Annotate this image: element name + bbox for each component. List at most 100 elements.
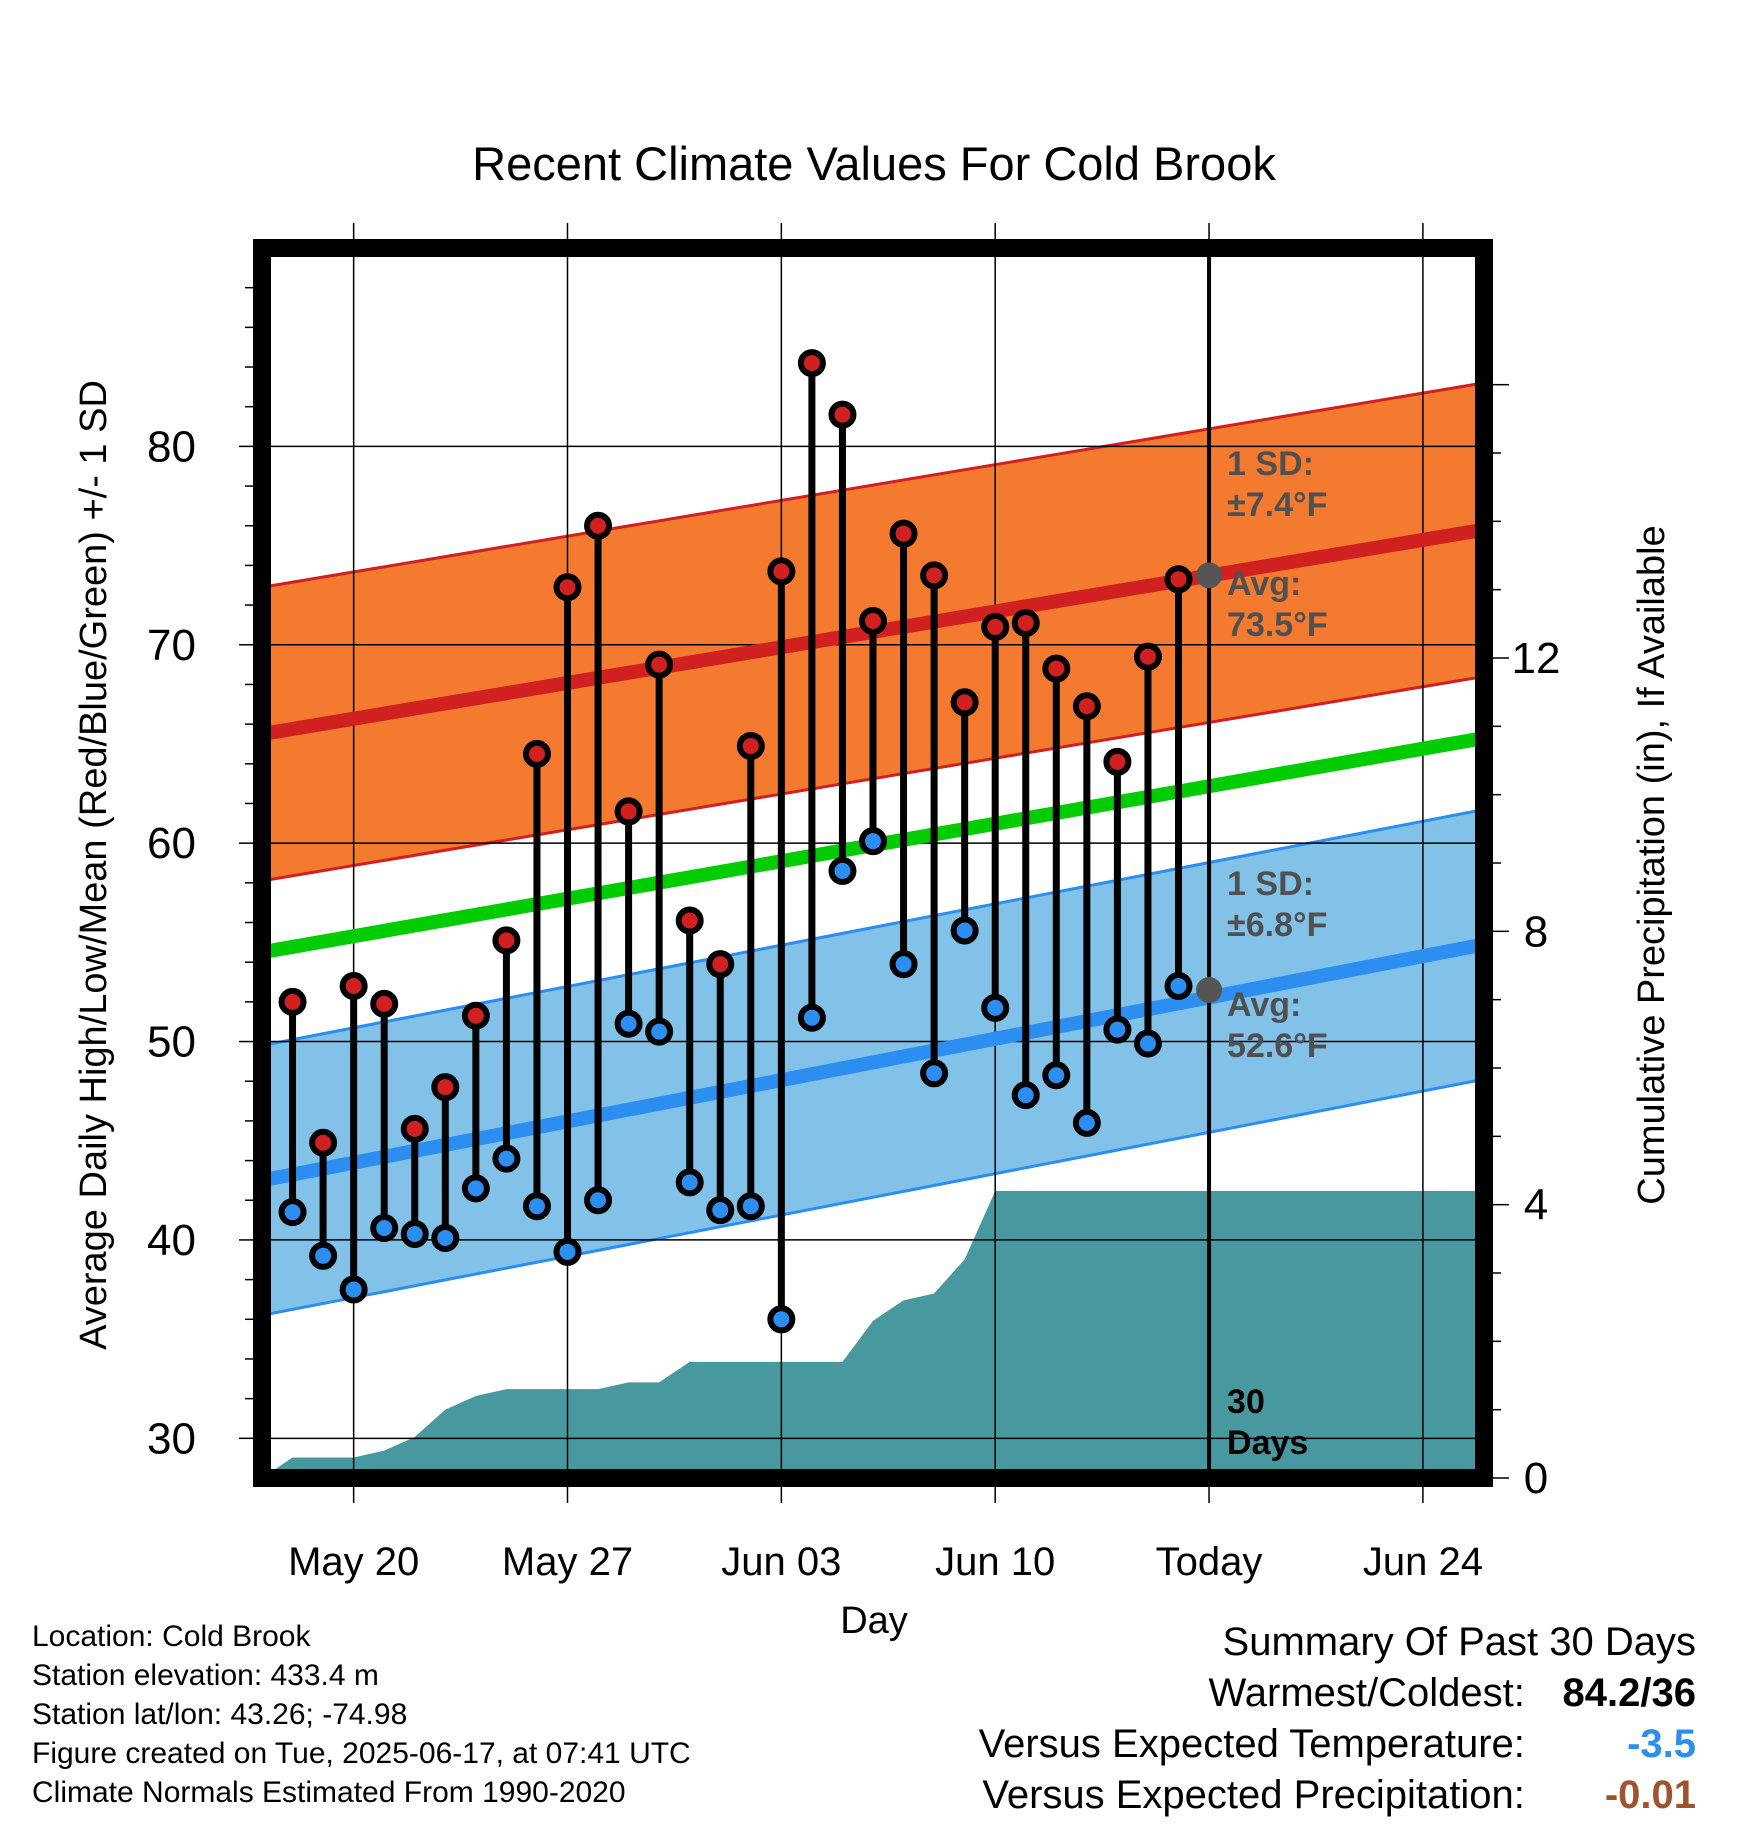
y-tick-label: 60: [147, 819, 196, 868]
normals-text: Climate Normals Estimated From 1990-2020: [32, 1776, 626, 1809]
high-avg-annotation-line1: Avg:: [1227, 565, 1301, 603]
daily-low-point: [614, 1009, 643, 1038]
high-sd-annotation-line1: 1 SD:: [1227, 445, 1314, 483]
x-axis-label: Day: [840, 1600, 908, 1642]
x-tick-label: Jun 10: [935, 1540, 1055, 1584]
elevation-text: Station elevation: 433.4 m: [32, 1659, 379, 1692]
daily-high-point: [278, 987, 307, 1016]
daily-low-point: [309, 1241, 338, 1270]
low-sd-lower-edge: [262, 1077, 1484, 1317]
today-low-avg-marker: [1196, 976, 1223, 1003]
x-tick-label: May 27: [502, 1540, 633, 1584]
daily-low-point: [981, 993, 1010, 1022]
daily-low-point: [370, 1214, 399, 1243]
daily-low-point: [1042, 1061, 1071, 1090]
daily-high-point: [553, 573, 582, 602]
summary-panel: Summary Of Past 30 Days Warmest/Coldest:…: [979, 1617, 1696, 1821]
station-info: Location: Cold Brook Station elevation: …: [32, 1617, 691, 1812]
daily-high-point: [1042, 654, 1071, 683]
daily-high-point: [400, 1114, 429, 1143]
high-sd-annotation-line2: ±7.4°F: [1227, 486, 1327, 524]
daily-high-point: [431, 1073, 460, 1102]
daily-low-point: [584, 1186, 613, 1215]
daily-low-point: [675, 1168, 704, 1197]
daily-high-point: [461, 1001, 490, 1030]
days-annotation-line1: 30: [1227, 1383, 1265, 1421]
low-sd-annotation-line2: ±6.8°F: [1227, 906, 1327, 944]
daily-low-point: [1072, 1108, 1101, 1137]
x-tick-label: Jun 03: [721, 1540, 841, 1584]
daily-high-point: [797, 349, 826, 378]
y-axis-label: Average Daily High/Low/Mean (Red/Blue/Gr…: [73, 380, 115, 1350]
daily-high-point: [614, 797, 643, 826]
daily-low-point: [889, 950, 918, 979]
daily-low-point: [553, 1237, 582, 1266]
daily-high-point: [981, 612, 1010, 641]
warmest-value: 84.2/36: [1562, 1671, 1696, 1715]
daily-high-point: [370, 989, 399, 1018]
x-tick-label: Jun 24: [1363, 1540, 1483, 1584]
y2-tick-label: 4: [1524, 1181, 1548, 1230]
low-avg-annotation-line2: 52.6°F: [1227, 1027, 1328, 1065]
y-tick-label: 40: [147, 1216, 196, 1265]
daily-low-point: [400, 1219, 429, 1248]
daily-high-point: [920, 561, 949, 590]
y2-tick-label: 0: [1524, 1454, 1548, 1503]
summary-precip-row: Versus Expected Precipitation: -0.01: [979, 1770, 1696, 1821]
daily-low-point: [1103, 1015, 1132, 1044]
daily-high-point: [736, 731, 765, 760]
chart-title: Recent Climate Values For Cold Brook: [472, 137, 1276, 190]
high-avg-annotation-line2: 73.5°F: [1227, 606, 1328, 644]
y-tick-label: 80: [147, 422, 196, 471]
location-text: Location: Cold Brook: [32, 1620, 311, 1653]
daily-high-point: [1011, 608, 1040, 637]
daily-high-point: [492, 926, 521, 955]
daily-low-point: [920, 1059, 949, 1088]
daily-high-point: [675, 906, 704, 935]
summary-warmest-row: Warmest/Coldest: 84.2/36: [979, 1668, 1697, 1719]
daily-low-point: [1133, 1029, 1162, 1058]
daily-low-point: [859, 827, 887, 856]
daily-low-point: [736, 1192, 765, 1221]
summary-title: Summary Of Past 30 Days: [1222, 1620, 1696, 1664]
daily-low-point: [431, 1223, 460, 1252]
low-sd-annotation-line1: 1 SD:: [1227, 865, 1314, 903]
daily-low-point: [828, 856, 857, 885]
daily-high-point: [1103, 747, 1132, 776]
daily-high-point: [767, 557, 796, 586]
daily-high-point: [1164, 565, 1193, 594]
daily-high-point: [950, 688, 979, 717]
y2-tick-label: 12: [1512, 634, 1561, 683]
daily-low-point: [492, 1144, 521, 1173]
daily-high-point: [1133, 642, 1162, 671]
daily-low-point: [522, 1192, 551, 1221]
y2-axis-label: Cumulative Precipitation (in), If Availa…: [1631, 525, 1673, 1204]
y2-tick-label: 8: [1524, 907, 1548, 956]
x-tick-label: May 20: [288, 1540, 419, 1584]
daily-high-point: [522, 739, 551, 768]
daily-high-point: [339, 972, 368, 1000]
high-sd-upper-edge: [262, 381, 1484, 589]
today-high-avg-marker: [1196, 562, 1223, 589]
daily-low-point: [797, 1003, 826, 1032]
daily-low-point: [461, 1174, 490, 1203]
daily-high-point: [645, 650, 674, 679]
warmest-label: Warmest/Coldest:: [1208, 1671, 1525, 1715]
days-annotation-line2: Days: [1227, 1424, 1308, 1462]
daily-low-point: [706, 1196, 735, 1225]
daily-low-point: [950, 916, 979, 945]
daily-low-point: [1011, 1081, 1040, 1110]
daily-high-point: [828, 400, 857, 429]
plot-frame: [253, 239, 1493, 1487]
daily-high-point: [706, 950, 735, 979]
daily-low-point: [645, 1017, 674, 1046]
daily-high-point: [584, 511, 613, 540]
temp-value: -3.5: [1627, 1722, 1696, 1766]
daily-low-point: [278, 1198, 307, 1227]
temp-label: Versus Expected Temperature:: [978, 1722, 1525, 1766]
daily-high-point: [859, 606, 887, 635]
low-avg-annotation-line1: Avg:: [1227, 986, 1301, 1024]
precip-label: Versus Expected Precipitation:: [982, 1773, 1525, 1817]
